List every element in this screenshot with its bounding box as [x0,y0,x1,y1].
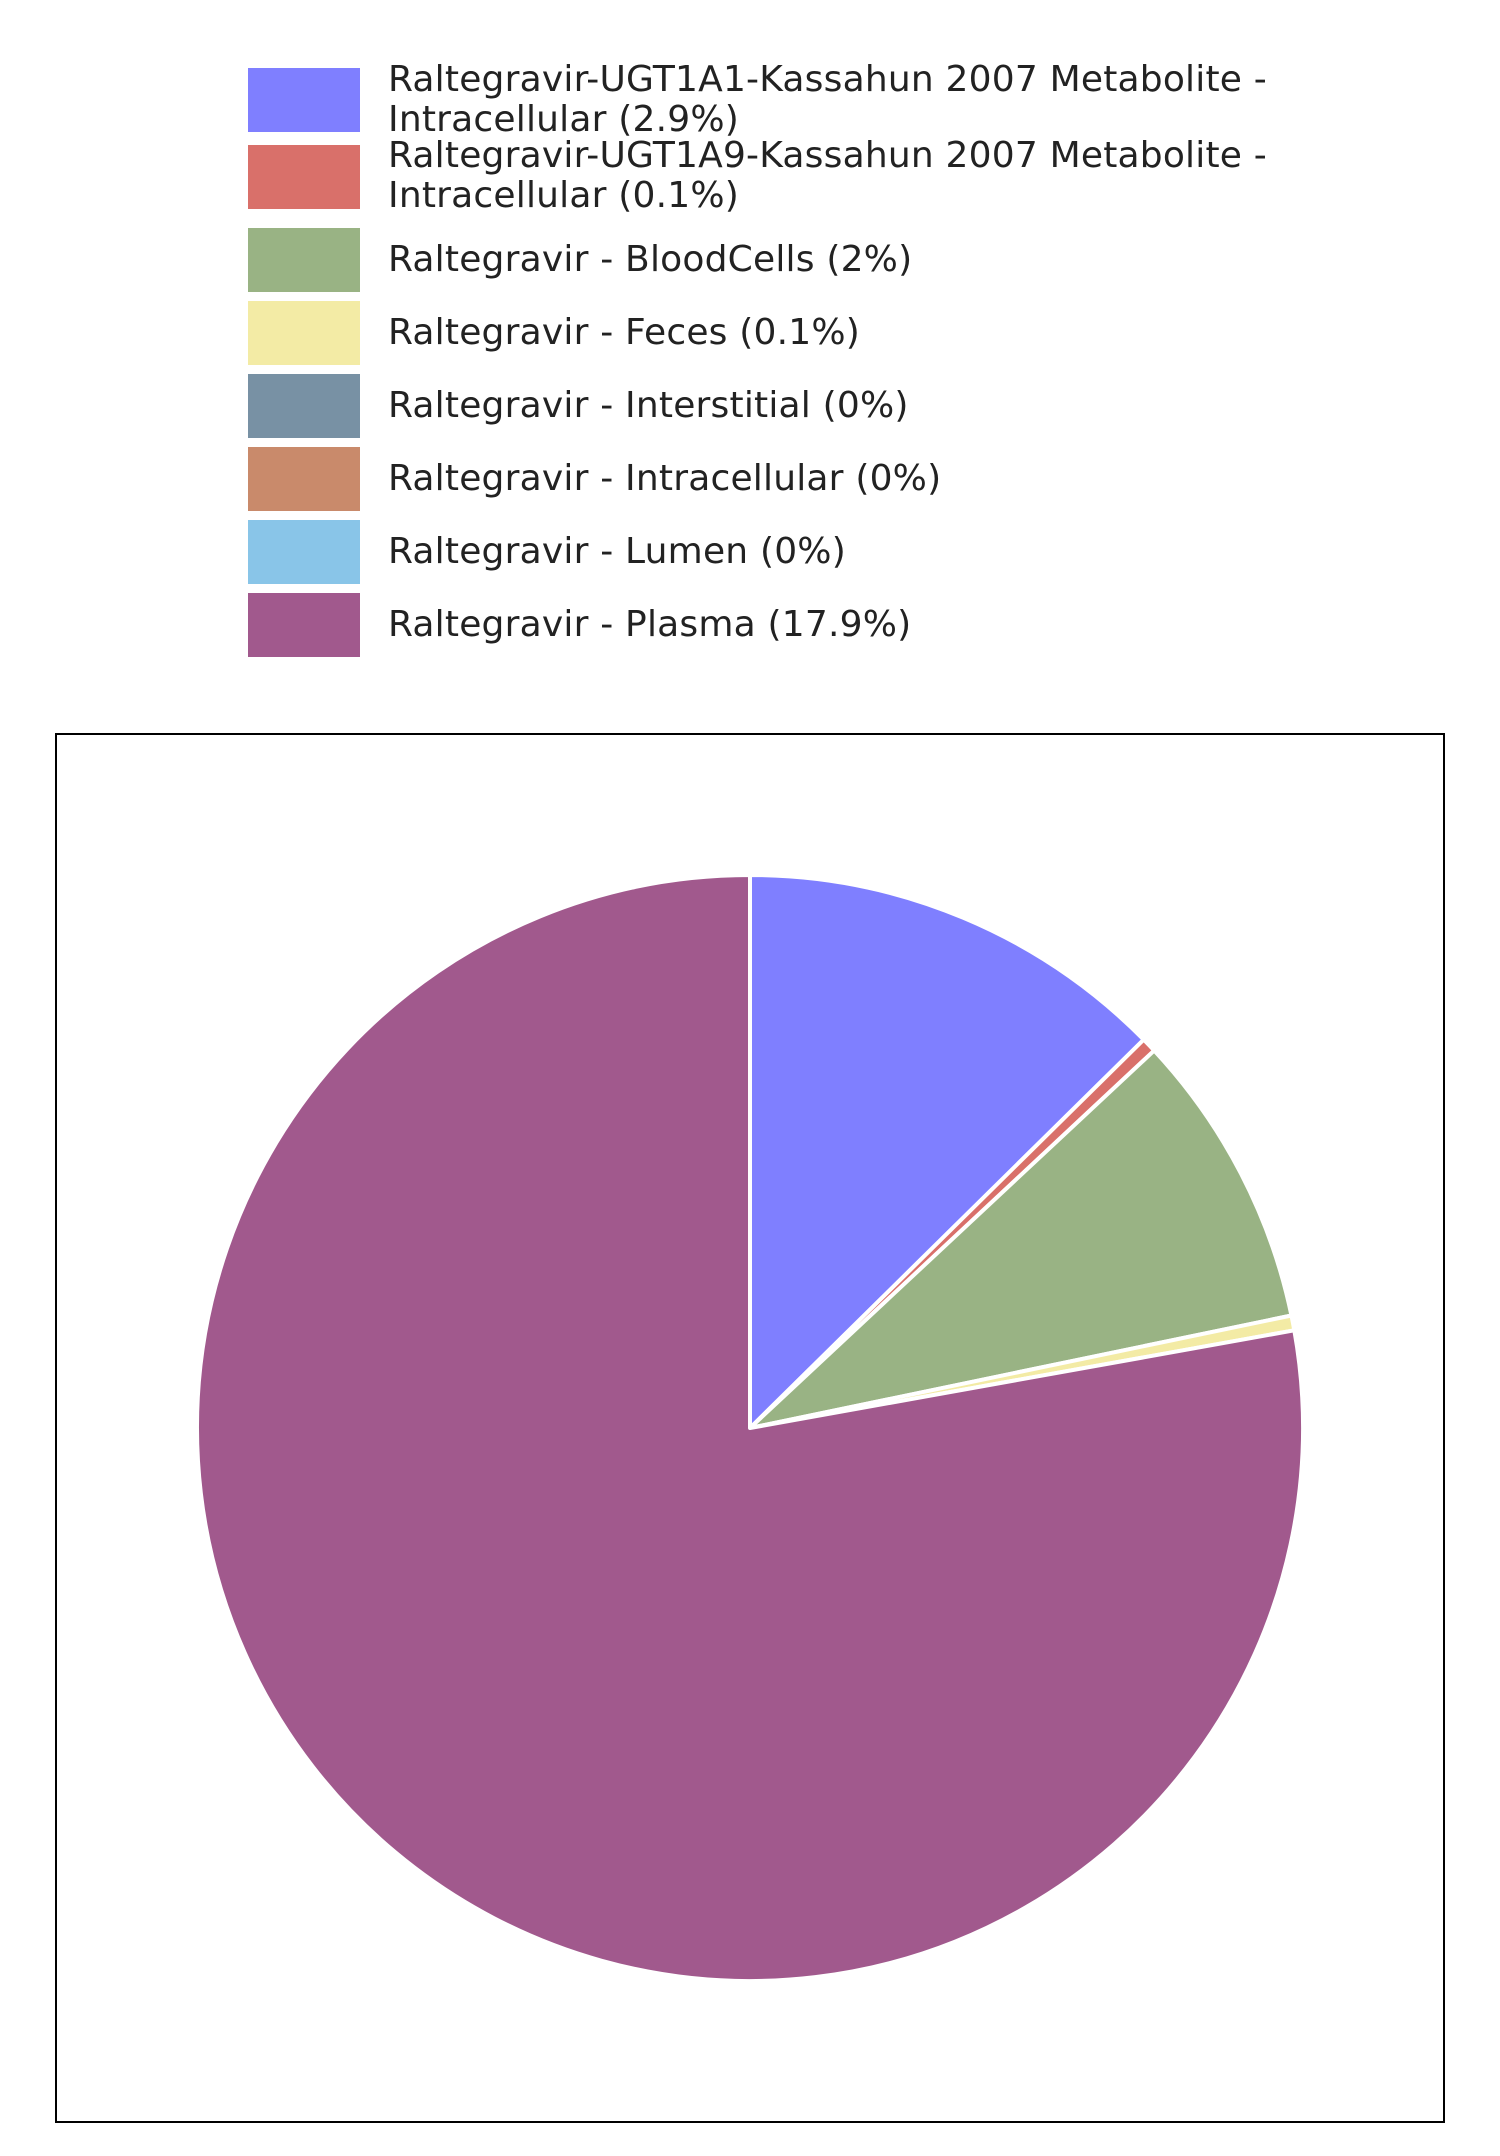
legend-label: Raltegravir - Interstitial (0%) [388,385,909,426]
legend-label: Raltegravir - Feces (0.1%) [388,312,861,353]
pie-slice [748,1048,1294,1430]
pie-slice [195,873,1305,1983]
legend-label: Raltegravir-UGT1A1-Kassahun 2007 Metabol… [388,59,1267,140]
legend-swatch [248,447,360,511]
plot-area [55,733,1445,2123]
legend-swatch [248,145,360,209]
legend-swatch [248,228,360,292]
legend-swatch [248,301,360,365]
pie-slice [748,873,1146,1430]
legend-swatch [248,593,360,657]
legend-label: Raltegravir - Plasma (17.9%) [388,604,912,645]
pie-chart [195,873,1305,1983]
legend-label: Raltegravir - Intracellular (0%) [388,458,942,499]
legend-label: Raltegravir - BloodCells (2%) [388,239,913,280]
legend-swatch [248,520,360,584]
legend-label: Raltegravir-UGT1A9-Kassahun 2007 Metabol… [388,135,1267,216]
legend-label: Raltegravir - Lumen (0%) [388,531,846,572]
legend-swatch [248,374,360,438]
legend-swatch [248,68,360,132]
